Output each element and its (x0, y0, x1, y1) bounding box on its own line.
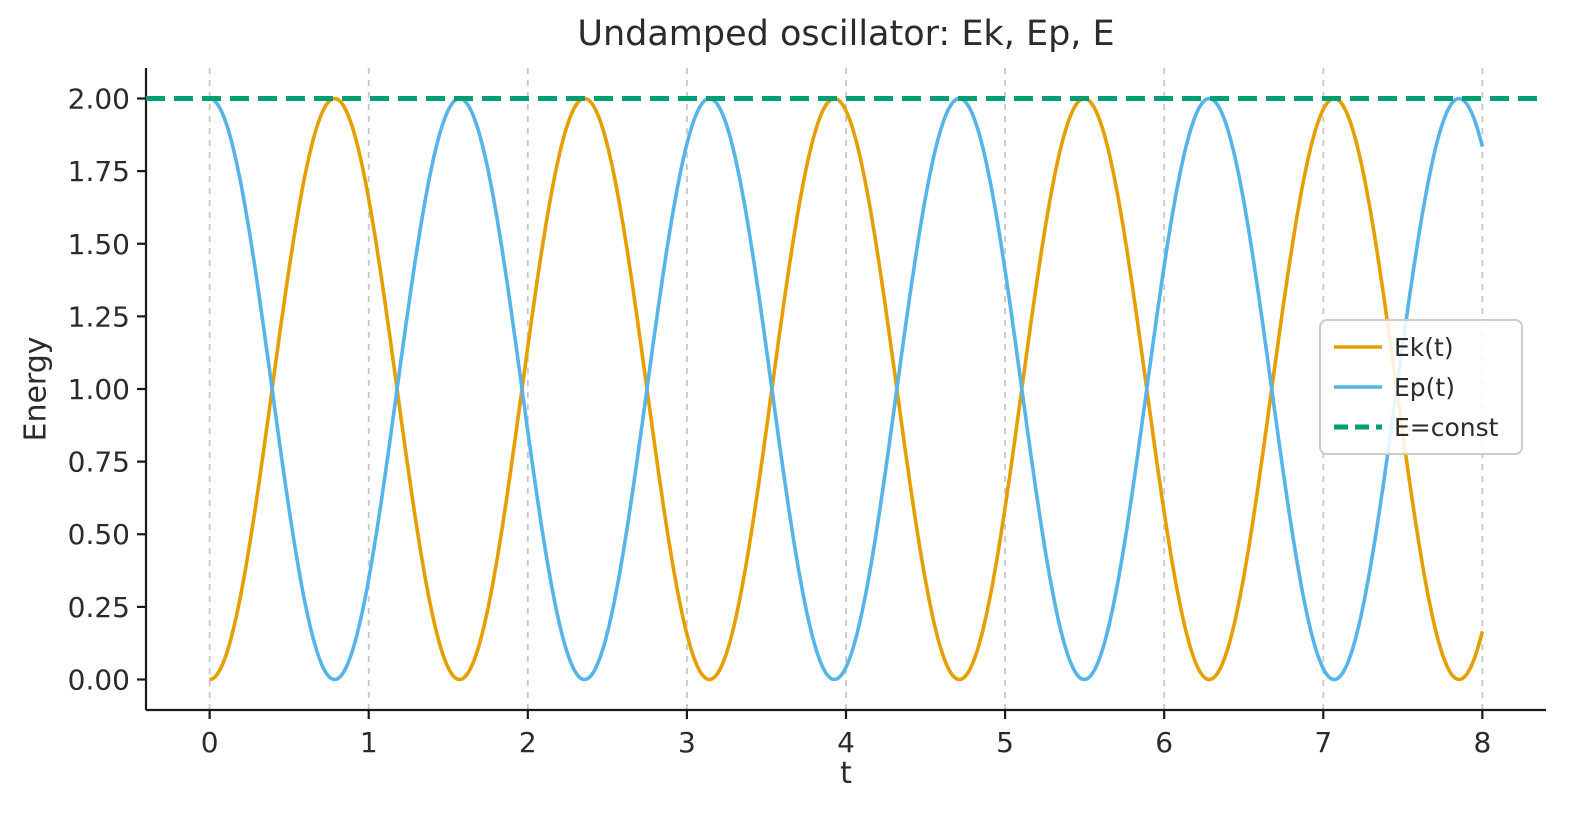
legend-box (1319, 319, 1523, 455)
y-tick-label: 0.25 (68, 591, 130, 624)
series-line-ep-t- (209, 96, 1485, 682)
legend-label: E=const (1394, 413, 1499, 442)
x-tick-label: 6 (1155, 726, 1173, 759)
x-axis-label: t (840, 756, 852, 791)
legend-label: Ek(t) (1394, 333, 1454, 362)
y-tick-label: 0.50 (68, 518, 130, 551)
x-tick-label: 0 (201, 726, 219, 759)
x-tick-label: 5 (996, 726, 1014, 759)
series-line-ek-t- (209, 96, 1485, 682)
y-tick-label: 1.25 (68, 300, 130, 333)
y-tick-label: 2.00 (68, 83, 130, 116)
y-tick-label: 1.50 (68, 228, 130, 261)
legend-label: Ep(t) (1394, 373, 1455, 402)
x-tick-label: 3 (678, 726, 696, 759)
y-tick-label: 1.75 (68, 155, 130, 188)
chart-title: Undamped oscillator: Ek, Ep, E (577, 14, 1115, 54)
y-tick-label: 0.00 (68, 663, 130, 696)
y-axis-label: Energy (18, 336, 54, 442)
x-tick-label: 8 (1473, 726, 1491, 759)
y-tick-label: 0.75 (68, 446, 130, 479)
x-tick-label: 1 (360, 726, 378, 759)
x-tick-label: 7 (1314, 726, 1332, 759)
x-tick-label: 4 (837, 726, 855, 759)
y-tick-label: 1.00 (68, 373, 130, 406)
x-tick-label: 2 (519, 726, 537, 759)
